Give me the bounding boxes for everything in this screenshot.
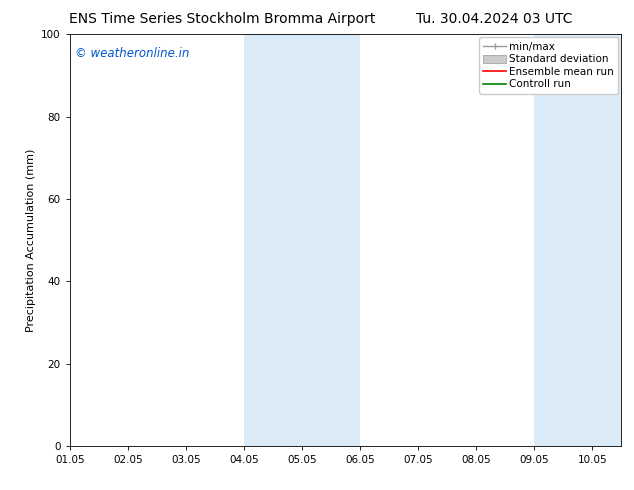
Y-axis label: Precipitation Accumulation (mm): Precipitation Accumulation (mm) [25, 148, 36, 332]
Text: © weatheronline.in: © weatheronline.in [75, 47, 190, 60]
Text: ENS Time Series Stockholm Bromma Airport: ENS Time Series Stockholm Bromma Airport [68, 12, 375, 26]
Legend: min/max, Standard deviation, Ensemble mean run, Controll run: min/max, Standard deviation, Ensemble me… [479, 37, 618, 94]
Bar [534, 34, 621, 446]
Bar [244, 34, 360, 446]
Text: Tu. 30.04.2024 03 UTC: Tu. 30.04.2024 03 UTC [417, 12, 573, 26]
